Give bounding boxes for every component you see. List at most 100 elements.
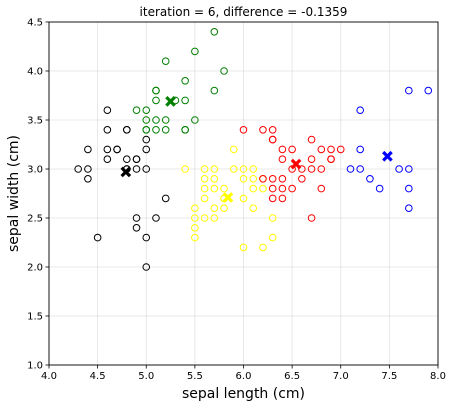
data-point bbox=[249, 184, 258, 193]
data-point bbox=[249, 165, 258, 173]
centroid-stroke bbox=[382, 150, 393, 162]
data-point bbox=[132, 106, 141, 114]
grid-lines bbox=[48, 21, 439, 366]
data-point bbox=[181, 77, 189, 85]
data-point bbox=[210, 184, 219, 193]
data-point bbox=[405, 86, 413, 95]
data-point bbox=[84, 165, 92, 173]
data-point bbox=[249, 175, 258, 183]
data-point bbox=[239, 175, 248, 183]
data-point bbox=[317, 145, 326, 154]
data-point bbox=[375, 184, 384, 193]
data-point bbox=[181, 96, 189, 105]
data-point bbox=[200, 175, 209, 183]
data-point bbox=[103, 155, 112, 163]
data-point bbox=[142, 106, 151, 114]
y-tick-label: 3.0 bbox=[27, 165, 43, 176]
data-point bbox=[142, 116, 151, 124]
data-point bbox=[249, 204, 258, 212]
data-point bbox=[268, 135, 277, 144]
data-point bbox=[132, 155, 141, 163]
data-point bbox=[191, 116, 199, 124]
data-point bbox=[259, 184, 267, 193]
y-tick-label: 3.5 bbox=[27, 116, 43, 127]
data-point bbox=[239, 243, 248, 252]
data-point bbox=[356, 106, 365, 114]
data-point bbox=[259, 126, 267, 134]
y-tick-label: 2.5 bbox=[27, 214, 43, 225]
data-point bbox=[268, 214, 277, 222]
x-tick-label: 7.0 bbox=[333, 371, 349, 382]
data-point bbox=[181, 126, 189, 134]
data-point bbox=[200, 165, 209, 173]
centroid-stroke bbox=[120, 166, 132, 178]
centroid-marker bbox=[222, 192, 234, 203]
data-point bbox=[356, 165, 365, 173]
y-axis-label: sepal width (cm) bbox=[6, 135, 22, 252]
data-point bbox=[239, 194, 248, 203]
centroid-stroke bbox=[222, 192, 234, 203]
chart-title: iteration = 6, difference = -0.1359 bbox=[140, 5, 348, 19]
data-point bbox=[132, 165, 141, 173]
data-point bbox=[142, 135, 151, 144]
data-point bbox=[278, 184, 287, 193]
data-point bbox=[200, 214, 209, 222]
x-tick-label: 5.5 bbox=[187, 371, 203, 382]
x-tick-label: 5.0 bbox=[138, 371, 154, 382]
y-tick-label: 1.5 bbox=[27, 312, 43, 323]
data-point bbox=[132, 224, 141, 232]
data-point bbox=[239, 126, 248, 134]
y-tick-label: 4.5 bbox=[27, 18, 43, 29]
data-point bbox=[327, 145, 335, 154]
data-point bbox=[288, 165, 296, 173]
data-point bbox=[210, 165, 219, 173]
data-point bbox=[405, 184, 413, 193]
data-point bbox=[268, 175, 277, 183]
x-tick-label: 4.5 bbox=[90, 371, 106, 382]
data-point bbox=[405, 204, 413, 212]
data-point bbox=[113, 145, 121, 154]
data-point bbox=[132, 214, 141, 222]
data-point bbox=[307, 165, 316, 173]
data-point bbox=[317, 165, 326, 173]
data-point bbox=[142, 165, 151, 173]
data-point bbox=[161, 126, 170, 134]
data-point bbox=[84, 145, 92, 154]
data-point bbox=[259, 243, 267, 252]
centroid-stroke bbox=[290, 158, 302, 170]
data-point bbox=[210, 214, 219, 222]
data-point bbox=[268, 126, 277, 134]
data-point bbox=[191, 214, 199, 222]
x-tick-label: 4.0 bbox=[41, 371, 57, 382]
data-point bbox=[181, 165, 189, 173]
data-point bbox=[356, 145, 365, 154]
data-point bbox=[278, 175, 287, 183]
data-point bbox=[142, 233, 151, 242]
data-point bbox=[268, 184, 277, 193]
cluster-centroids bbox=[120, 96, 393, 203]
data-point bbox=[278, 145, 287, 154]
data-point bbox=[191, 204, 199, 212]
x-tick-label: 8.0 bbox=[430, 371, 446, 382]
data-point bbox=[298, 165, 306, 173]
data-point bbox=[161, 57, 170, 66]
data-point bbox=[336, 145, 345, 154]
data-point bbox=[123, 155, 131, 163]
data-point bbox=[152, 214, 160, 222]
data-point bbox=[161, 116, 170, 124]
data-point bbox=[103, 145, 112, 154]
data-point bbox=[210, 175, 219, 183]
x-axis-label: sepal length (cm) bbox=[182, 386, 305, 402]
y-tick-label: 2.0 bbox=[27, 263, 43, 274]
y-tick-label: 4.0 bbox=[27, 67, 43, 78]
data-point bbox=[307, 155, 316, 163]
data-point bbox=[123, 126, 131, 134]
data-point bbox=[191, 47, 199, 56]
data-point bbox=[84, 175, 92, 183]
data-point bbox=[327, 155, 335, 163]
data-point bbox=[307, 135, 316, 144]
x-tick-label: 7.5 bbox=[381, 371, 397, 382]
data-point bbox=[210, 28, 219, 36]
axis-ticks: 4.0 4.5 5.0 5.5 6.0 6.5 7.0 7.5 8.0 1.0 1.5 2.0 2.5 3… bbox=[27, 18, 446, 383]
